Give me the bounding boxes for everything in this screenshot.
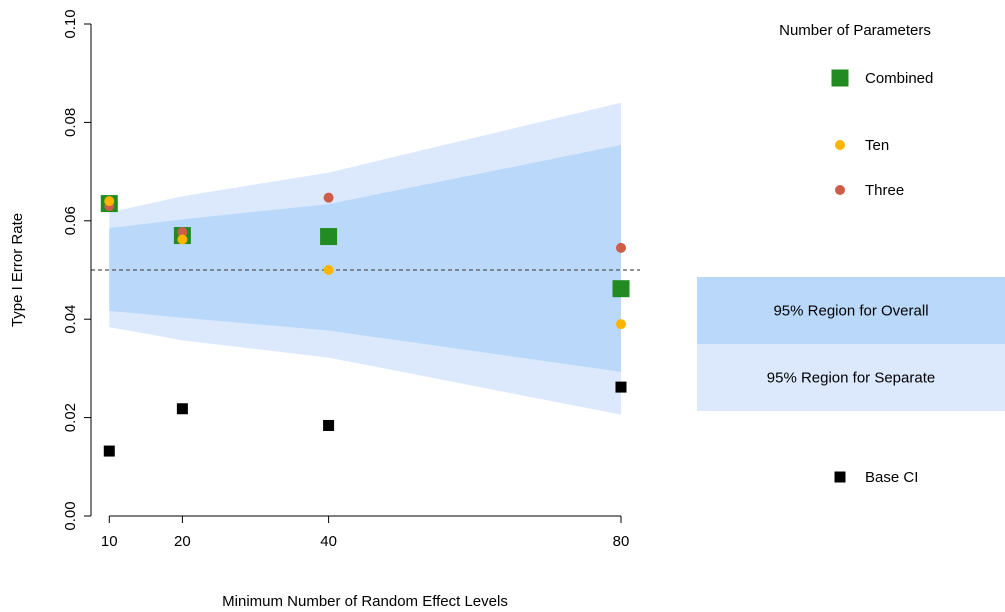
data-points [100,192,630,457]
band-95-region-for-overall [109,145,621,372]
point-base-ci-40 [323,419,335,431]
point-three-20 [177,227,188,238]
point-ten-80 [615,319,626,330]
y-tick-label: 0.02 [62,403,79,432]
y-tick-label: 0.04 [62,305,79,334]
legend-band-95-region-for-separate [697,344,1005,411]
y-tick-label: 0.00 [62,501,79,530]
legend-band-label-95-region-for-overall: 95% Region for Overall [773,303,928,320]
legend-label-base-ci: Base CI [865,469,918,486]
legend-marker-base-ci [834,471,846,483]
point-combined-80 [612,280,630,298]
x-axis: 10 20 40 80 [101,515,630,550]
point-combined-40 [320,228,338,246]
point-base-ci-20 [176,403,188,415]
legend-band-label-95-region-for-separate: 95% Region for Separate [767,370,935,387]
y-tick-label: 0.08 [62,108,79,137]
point-base-ci-10 [103,445,115,457]
point-ten-40 [323,265,334,275]
point-base-ci-80 [615,381,627,393]
y-tick-label: 0.06 [62,206,79,235]
point-three-40 [323,192,334,203]
confidence-bands [109,102,621,415]
point-ten-20 [177,234,188,245]
legend-label-three: Three [865,182,904,199]
x-axis-title: Minimum Number of Random Effect Levels [222,593,508,610]
legend-marker-three [835,185,845,195]
x-tick-label: 10 [101,533,118,550]
y-axis: 0.00 0.02 0.04 0.06 0.08 0.10 [62,9,92,531]
axes: 0.00 0.02 0.04 0.06 0.08 0.10 10 20 40 80 Type I… [9,9,629,610]
x-tick-label: 80 [613,533,630,550]
x-tick-label: 20 [174,533,191,550]
legend-band-95-region-for-overall [697,277,1005,344]
legend-marker-combined [831,69,849,87]
legend-title: Number of Parameters [779,22,931,39]
x-tick-label: 40 [320,533,337,550]
point-ten-10 [104,196,115,207]
y-tick-label: 0.10 [62,9,79,38]
legend-marker-ten [835,140,845,150]
legend-label-combined: Combined [865,70,933,87]
plot-area [91,102,640,457]
point-three-80 [615,242,626,253]
legend: Number of Parameters Combined Ten Three 95%… [697,22,1005,486]
legend-label-ten: Ten [865,137,889,154]
y-axis-title: Type I Error Rate [9,213,26,327]
